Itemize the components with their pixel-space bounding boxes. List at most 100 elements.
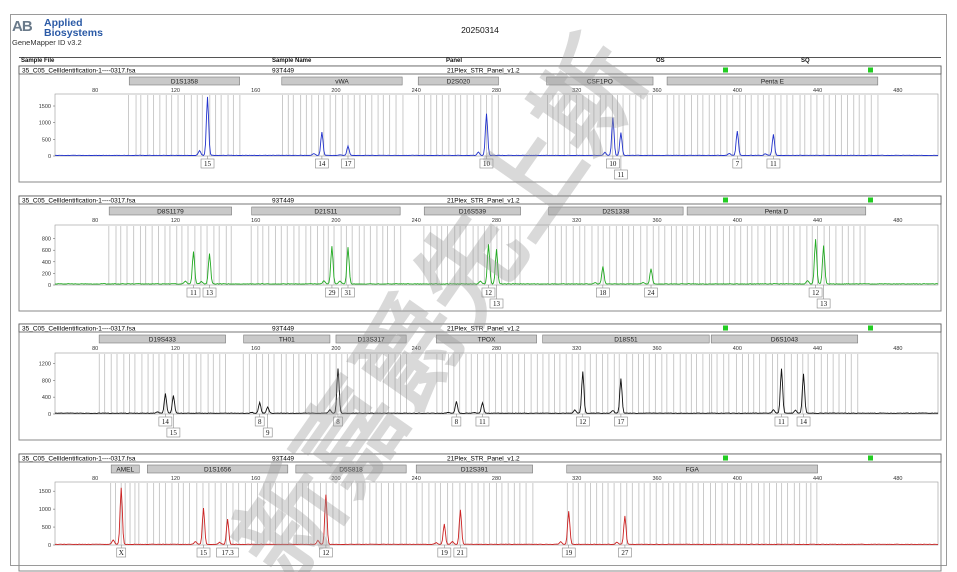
x-tick-label: 400 [733,218,742,224]
allele-call-box [561,547,576,558]
allele-call-box [315,158,329,169]
y-tick-label: 600 [42,248,51,254]
panel-sample-name: 93T449 [272,198,294,205]
y-tick-label: 400 [42,260,51,266]
panel-sample-name: 93T449 [272,68,294,75]
x-tick-label: 480 [893,88,902,94]
locus-label: D13S317 [358,337,385,344]
y-tick-label: 0 [48,154,51,160]
panel-info-row [18,453,942,463]
allele-call-label: 12 [812,289,820,297]
locus-label: D6S1043 [771,337,798,344]
allele-call-label: 17.3 [221,549,234,557]
allele-call-box [575,416,590,427]
y-tick-label: 1000 [39,507,51,513]
locus-label: AMEL [116,467,134,474]
locus-label: D2S1338 [602,209,629,216]
x-tick-label: 320 [572,218,581,224]
y-tick-label: 800 [42,237,51,243]
allele-call-label: 13 [820,300,828,308]
allele-call-label: 9 [266,429,270,437]
header-sq: SQ [801,58,810,64]
locus-label: D2S020 [447,79,471,86]
panel-info-row [18,65,942,75]
x-tick-label: 320 [572,476,581,482]
logo-line-2: Biosystems [44,27,103,39]
logo-line-1: Applied [44,17,83,29]
allele-call-label: 14 [800,418,808,426]
panel-sample-file: 35_C05_CellIdentification-1----0317.fsa [22,198,136,205]
allele-call-box [158,416,173,427]
x-tick-label: 400 [733,88,742,94]
y-tick-label: 500 [42,137,51,143]
sq-status-indicator [868,197,873,203]
locus-label: FGA [685,467,699,474]
sq-status-indicator [868,325,873,331]
locus-label: D5S818 [339,467,363,474]
x-tick-label: 80 [92,218,98,224]
y-tick-label: 200 [42,271,51,277]
allele-call-label: 11 [479,418,486,426]
locus-bar [335,334,407,344]
allele-call-label: 19 [441,549,449,557]
allele-call-box [606,158,620,169]
x-tick-label: 400 [733,346,742,352]
x-tick-label: 240 [412,346,421,352]
x-tick-label: 160 [251,346,260,352]
allele-call-box [437,547,452,558]
panel-1: 35_C05_CellIdentification-1----0317.fsa 9… [18,65,942,183]
allele-call-box [614,416,628,427]
locus-label: vWA [335,79,349,86]
allele-call-box [262,427,273,438]
x-tick-label: 80 [92,88,98,94]
y-tick-label: 800 [42,378,51,384]
y-tick-label: 400 [42,395,51,401]
allele-call-label: 15 [204,160,212,168]
x-tick-label: 480 [893,218,902,224]
locus-label: D12S391 [461,467,488,474]
allele-call-label: 12 [322,549,330,557]
allele-call-box [451,416,462,427]
allele-call-box [254,416,265,427]
locus-label: D8S1179 [157,209,184,216]
allele-call-label: 29 [328,289,336,297]
x-tick-label: 200 [331,346,340,352]
y-tick-label: 1200 [39,361,51,367]
allele-call-box [732,158,743,169]
panel-2: 35_C05_CellIdentification-1----0317.fsa 9… [18,195,942,312]
header-sample-name: Sample Name [272,58,312,64]
allele-call-box [116,547,127,558]
signal-trace [55,96,939,156]
allele-call-box [644,287,658,298]
allele-call-label: 8 [455,418,459,426]
allele-call-box [481,287,496,298]
panel-sample-name: 93T449 [272,456,294,463]
x-tick-label: 200 [331,476,340,482]
column-header-row: Sample File Sample Name Panel OS SQ [19,57,941,66]
locus-bar [546,76,654,86]
allele-call-label: 19 [565,549,573,557]
locus-label: Penta E [761,79,785,86]
header-panel: Panel [446,58,463,64]
allele-call-box [766,158,781,169]
allele-call-box [186,287,201,298]
signal-trace [54,487,938,545]
locus-bar [98,334,226,344]
allele-call-label: 21 [457,549,465,557]
allele-call-label: 7 [736,160,740,168]
x-tick-label: 200 [331,218,340,224]
locus-bar [423,206,521,216]
x-tick-label: 200 [331,88,340,94]
allele-call-box [200,158,215,169]
y-tick-label: 1500 [39,104,51,110]
panel-info-row [18,323,942,333]
y-tick-label: 1500 [39,489,51,495]
allele-call-label: 12 [579,418,587,426]
locus-bar [251,206,401,216]
x-tick-label: 240 [412,476,421,482]
locus-bar [666,76,879,86]
locus-bar [128,76,240,86]
allele-call-box [341,287,355,298]
os-status-indicator [723,325,728,331]
